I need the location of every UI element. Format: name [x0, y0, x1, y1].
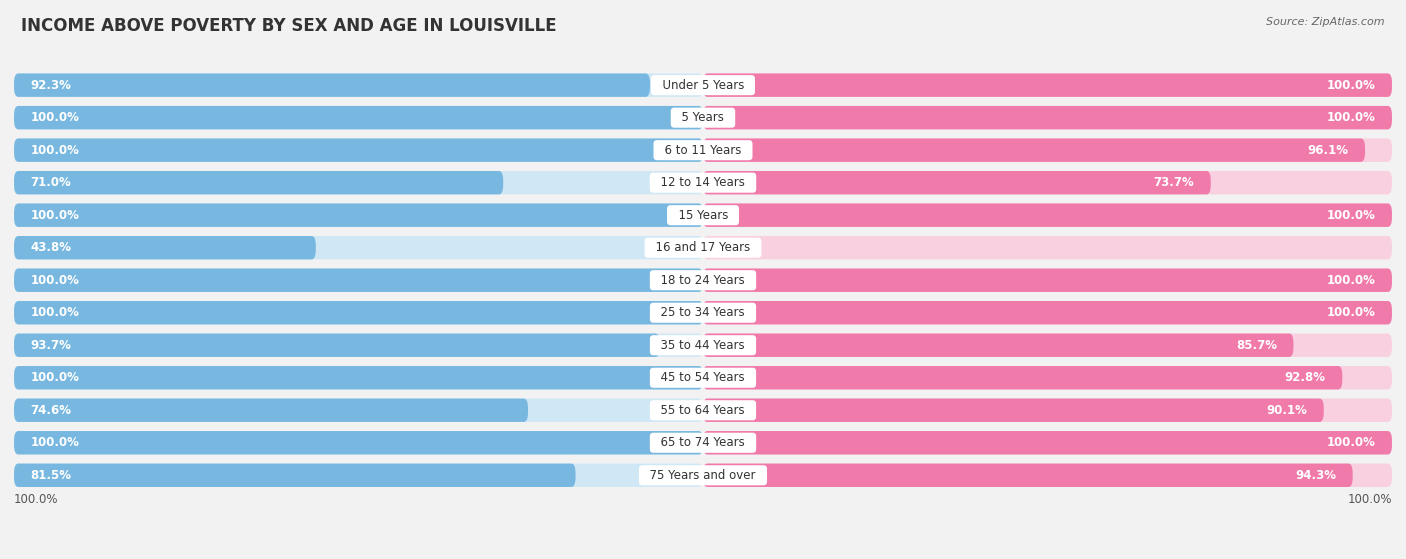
Text: 93.7%: 93.7%: [31, 339, 72, 352]
FancyBboxPatch shape: [14, 334, 659, 357]
Text: Source: ZipAtlas.com: Source: ZipAtlas.com: [1267, 17, 1385, 27]
Text: Under 5 Years: Under 5 Years: [655, 79, 751, 92]
Text: 18 to 24 Years: 18 to 24 Years: [654, 274, 752, 287]
Text: 25 to 34 Years: 25 to 34 Years: [654, 306, 752, 319]
Text: 73.7%: 73.7%: [1153, 176, 1194, 189]
FancyBboxPatch shape: [703, 431, 1392, 454]
Text: 74.6%: 74.6%: [31, 404, 72, 417]
Text: 43.8%: 43.8%: [31, 241, 72, 254]
Text: 16 and 17 Years: 16 and 17 Years: [648, 241, 758, 254]
FancyBboxPatch shape: [703, 171, 1392, 195]
FancyBboxPatch shape: [14, 463, 575, 487]
FancyBboxPatch shape: [703, 463, 1392, 487]
FancyBboxPatch shape: [14, 301, 703, 324]
Text: 100.0%: 100.0%: [31, 144, 80, 157]
Text: 92.8%: 92.8%: [1285, 371, 1326, 384]
Text: 100.0%: 100.0%: [31, 306, 80, 319]
FancyBboxPatch shape: [703, 73, 1392, 97]
FancyBboxPatch shape: [14, 431, 703, 454]
FancyBboxPatch shape: [703, 334, 1294, 357]
Text: 12 to 14 Years: 12 to 14 Years: [654, 176, 752, 189]
Text: 94.3%: 94.3%: [1295, 469, 1336, 482]
FancyBboxPatch shape: [703, 268, 1392, 292]
Text: 100.0%: 100.0%: [31, 111, 80, 124]
FancyBboxPatch shape: [14, 203, 703, 227]
FancyBboxPatch shape: [14, 203, 703, 227]
FancyBboxPatch shape: [14, 366, 703, 390]
FancyBboxPatch shape: [14, 139, 703, 162]
FancyBboxPatch shape: [703, 268, 1392, 292]
Text: 100.0%: 100.0%: [31, 436, 80, 449]
FancyBboxPatch shape: [14, 236, 703, 259]
Text: 71.0%: 71.0%: [31, 176, 72, 189]
FancyBboxPatch shape: [703, 431, 1392, 454]
Text: 6 to 11 Years: 6 to 11 Years: [657, 144, 749, 157]
FancyBboxPatch shape: [14, 106, 703, 129]
FancyBboxPatch shape: [14, 268, 703, 292]
FancyBboxPatch shape: [703, 171, 1211, 195]
Text: 100.0%: 100.0%: [1326, 209, 1375, 222]
Text: 100.0%: 100.0%: [14, 493, 59, 506]
FancyBboxPatch shape: [703, 139, 1365, 162]
Text: INCOME ABOVE POVERTY BY SEX AND AGE IN LOUISVILLE: INCOME ABOVE POVERTY BY SEX AND AGE IN L…: [21, 17, 557, 35]
FancyBboxPatch shape: [14, 334, 703, 357]
Text: 100.0%: 100.0%: [31, 371, 80, 384]
FancyBboxPatch shape: [14, 301, 703, 324]
Text: 100.0%: 100.0%: [31, 209, 80, 222]
FancyBboxPatch shape: [703, 106, 1392, 129]
FancyBboxPatch shape: [703, 399, 1392, 422]
FancyBboxPatch shape: [14, 106, 703, 129]
Text: 100.0%: 100.0%: [1326, 274, 1375, 287]
FancyBboxPatch shape: [703, 73, 1392, 97]
Text: 5 Years: 5 Years: [675, 111, 731, 124]
FancyBboxPatch shape: [14, 73, 703, 97]
Text: 92.3%: 92.3%: [31, 79, 72, 92]
FancyBboxPatch shape: [703, 399, 1323, 422]
FancyBboxPatch shape: [703, 203, 1392, 227]
FancyBboxPatch shape: [703, 366, 1343, 390]
FancyBboxPatch shape: [14, 171, 503, 195]
FancyBboxPatch shape: [703, 366, 1392, 390]
Text: 55 to 64 Years: 55 to 64 Years: [654, 404, 752, 417]
FancyBboxPatch shape: [14, 366, 703, 390]
FancyBboxPatch shape: [14, 431, 703, 454]
FancyBboxPatch shape: [14, 399, 703, 422]
FancyBboxPatch shape: [14, 73, 650, 97]
FancyBboxPatch shape: [703, 463, 1353, 487]
Text: 100.0%: 100.0%: [1326, 436, 1375, 449]
Text: 100.0%: 100.0%: [1326, 111, 1375, 124]
Text: 100.0%: 100.0%: [31, 274, 80, 287]
FancyBboxPatch shape: [14, 236, 316, 259]
Text: 75 Years and over: 75 Years and over: [643, 469, 763, 482]
Text: 65 to 74 Years: 65 to 74 Years: [654, 436, 752, 449]
Text: 90.1%: 90.1%: [1267, 404, 1308, 417]
Text: 81.5%: 81.5%: [31, 469, 72, 482]
Text: 100.0%: 100.0%: [1326, 79, 1375, 92]
FancyBboxPatch shape: [703, 203, 1392, 227]
FancyBboxPatch shape: [14, 399, 529, 422]
Text: 45 to 54 Years: 45 to 54 Years: [654, 371, 752, 384]
FancyBboxPatch shape: [14, 171, 703, 195]
FancyBboxPatch shape: [703, 301, 1392, 324]
FancyBboxPatch shape: [703, 334, 1392, 357]
FancyBboxPatch shape: [703, 106, 1392, 129]
Text: 15 Years: 15 Years: [671, 209, 735, 222]
FancyBboxPatch shape: [14, 268, 703, 292]
FancyBboxPatch shape: [703, 236, 1392, 259]
Text: 85.7%: 85.7%: [1236, 339, 1277, 352]
Text: 96.1%: 96.1%: [1308, 144, 1348, 157]
Text: 100.0%: 100.0%: [1347, 493, 1392, 506]
FancyBboxPatch shape: [703, 301, 1392, 324]
FancyBboxPatch shape: [14, 463, 703, 487]
Text: 100.0%: 100.0%: [1326, 306, 1375, 319]
Text: 35 to 44 Years: 35 to 44 Years: [654, 339, 752, 352]
FancyBboxPatch shape: [14, 139, 703, 162]
FancyBboxPatch shape: [703, 139, 1392, 162]
